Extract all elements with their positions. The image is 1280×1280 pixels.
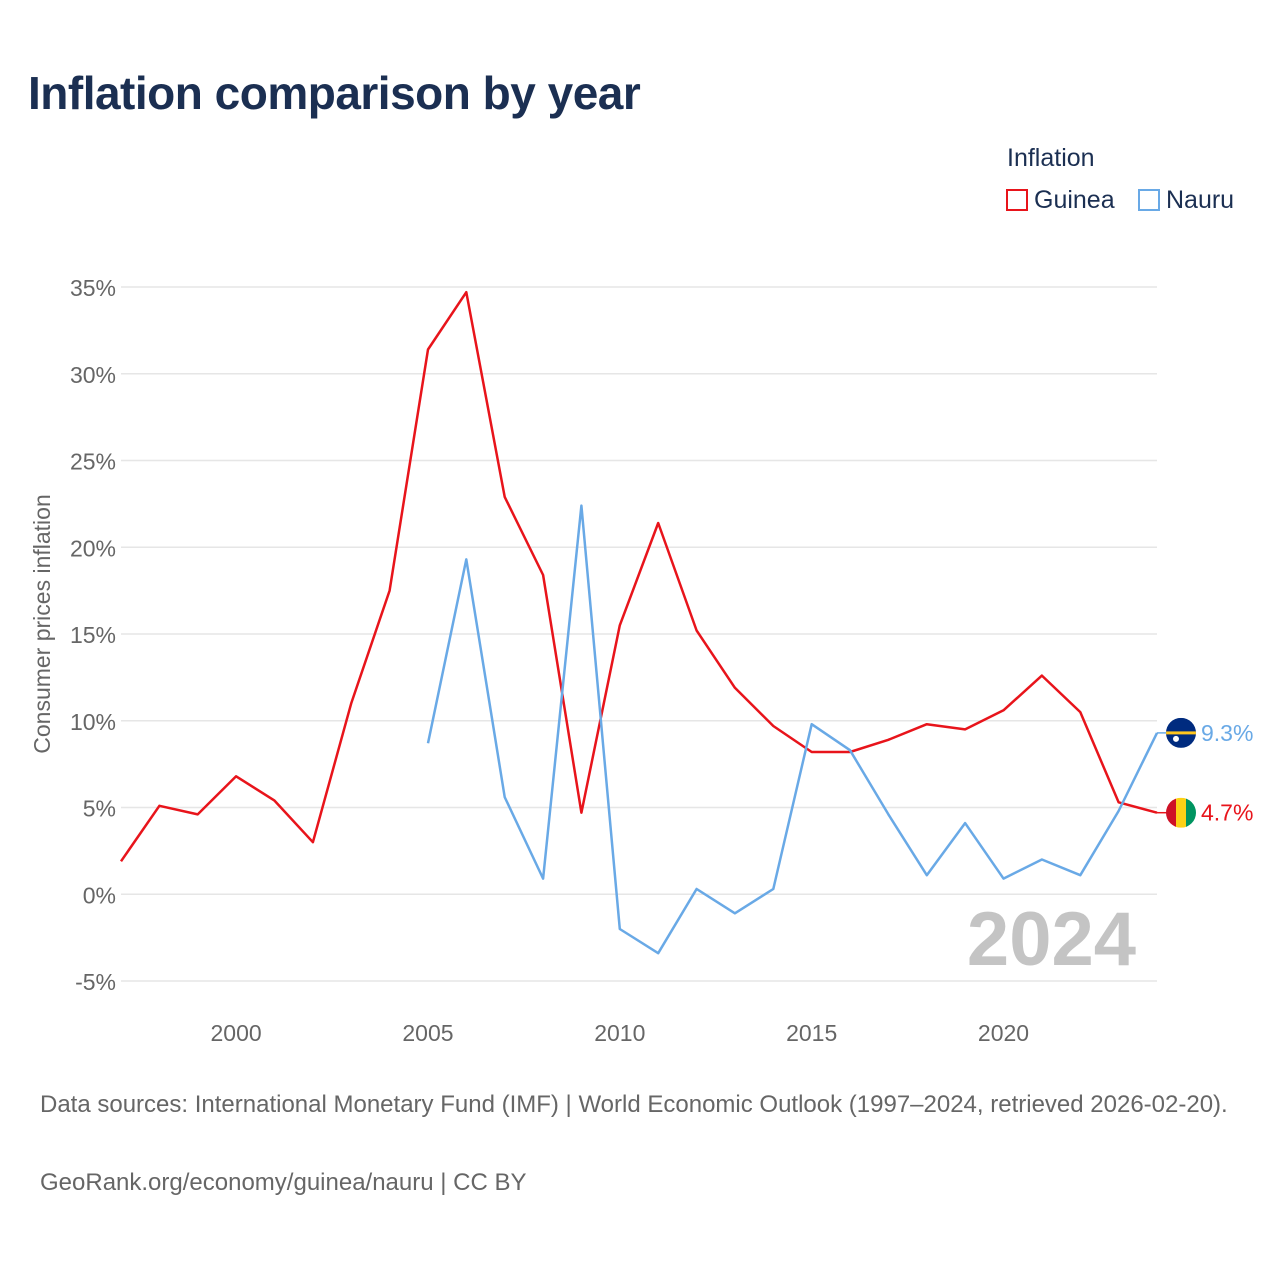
guinea-flag-icon xyxy=(1166,797,1196,828)
y-tick-label: 15% xyxy=(70,622,116,648)
y-tick-label: 35% xyxy=(70,275,116,301)
chart-title: Inflation comparison by year xyxy=(28,67,641,119)
end-label-guinea: 4.7% xyxy=(1201,800,1253,826)
y-tick-label: 0% xyxy=(83,882,116,908)
legend-swatch-guinea xyxy=(1006,189,1028,211)
series-line-guinea xyxy=(119,290,1158,863)
legend-item-nauru[interactable]: Nauru xyxy=(1138,186,1234,214)
y-tick-label: 5% xyxy=(83,796,116,822)
legend-label-nauru: Nauru xyxy=(1166,185,1235,214)
series-line-nauru xyxy=(426,504,1159,955)
legend-title: Inflation xyxy=(1007,144,1095,172)
nauru-flag-icon xyxy=(1166,717,1196,748)
y-tick-label: 25% xyxy=(70,449,116,475)
end-label-nauru: 9.3% xyxy=(1201,720,1253,746)
legend-swatch-nauru xyxy=(1138,189,1160,211)
legend-item-guinea[interactable]: Guinea xyxy=(1006,186,1115,214)
legend-label-guinea: Guinea xyxy=(1034,185,1115,214)
data-source-note: Data sources: International Monetary Fun… xyxy=(40,1091,1228,1118)
line-chart: -5% 0% 5% 10% 15% 20% 25% 30% 35% 2000 2005 2010 201… xyxy=(29,275,1253,1046)
y-tick-label: 10% xyxy=(70,709,116,735)
x-tick-label: 2000 xyxy=(211,1020,262,1046)
y-axis-label: Consumer prices inflation xyxy=(29,494,55,754)
y-tick-label: -5% xyxy=(75,969,116,995)
x-tick-label: 2020 xyxy=(978,1020,1029,1046)
year-watermark: 2024 xyxy=(967,897,1136,982)
y-tick-label: 30% xyxy=(70,362,116,388)
x-tick-label: 2005 xyxy=(402,1020,453,1046)
y-tick-label: 20% xyxy=(70,535,116,561)
credit-line[interactable]: GeoRank.org/economy/guinea/nauru | CC BY xyxy=(40,1169,527,1196)
x-tick-label: 2010 xyxy=(594,1020,645,1046)
x-tick-label: 2015 xyxy=(786,1020,837,1046)
